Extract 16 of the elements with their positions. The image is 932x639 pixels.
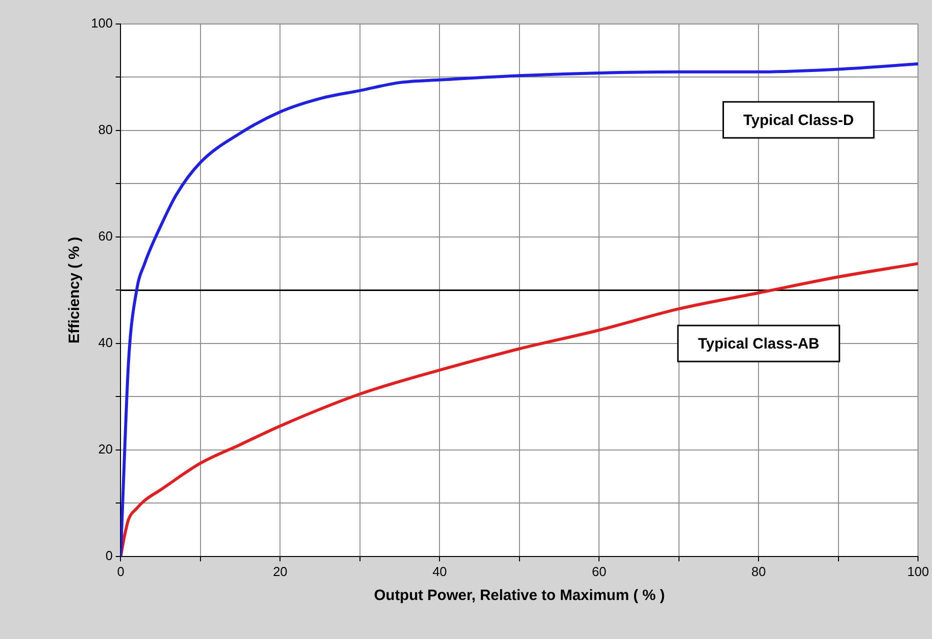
x-axis-title: Output Power, Relative to Maximum ( % )	[374, 587, 665, 604]
x-tick-label: 100	[907, 564, 930, 579]
y-axis-title: Efficiency ( % )	[66, 236, 84, 344]
x-tick-label: 60	[592, 564, 606, 579]
y-tick-label: 20	[98, 442, 113, 456]
y-tick-label: 0	[105, 548, 113, 563]
y-tick-label: 40	[98, 335, 113, 350]
y-tick-label: 80	[98, 122, 113, 138]
y-tick-label: 100	[90, 16, 113, 31]
text: Typical Class-D	[743, 112, 854, 129]
text: Typical Class-AB	[698, 336, 820, 353]
x-tick-label: 0	[117, 564, 124, 579]
x-tick-label: 80	[751, 564, 766, 579]
x-tick-label: 40	[432, 564, 447, 579]
x-tick-label: 20	[272, 564, 288, 579]
y-tick-label: 60	[98, 228, 113, 244]
